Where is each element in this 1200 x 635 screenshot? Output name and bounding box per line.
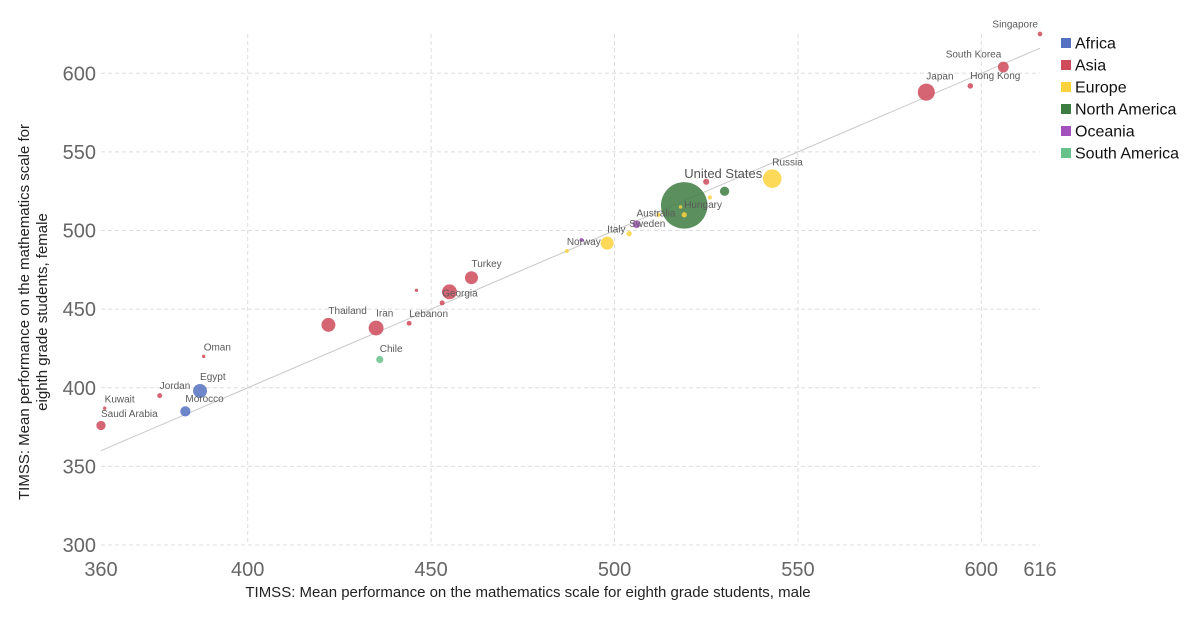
point-label: Lebanon [409, 309, 448, 320]
y-axis-label: TIMSS: Mean performance on the mathemati… [16, 124, 51, 500]
data-point[interactable] [414, 288, 419, 292]
y-tick-label: 400 [63, 378, 96, 400]
x-tick-label: 500 [598, 559, 631, 581]
y-tick-label: 450 [63, 299, 96, 321]
point-label: Kuwait [105, 395, 135, 406]
legend: Africa Asia Europe North America Oceania Sout… [1061, 36, 1179, 163]
point-label: Norway [567, 237, 601, 248]
legend-entry[interactable]: Africa [1075, 36, 1116, 53]
point-label: Thailand [328, 306, 366, 317]
data-point[interactable] [1037, 31, 1043, 37]
point-label: Jordan [160, 381, 191, 392]
point-label: Chile [380, 344, 403, 355]
x-axis-label: TIMSS: Mean performance on the mathemati… [245, 584, 810, 601]
point-label: Georgia [442, 288, 478, 299]
point-label: Saudi Arabia [101, 409, 158, 420]
point-label: Singapore [992, 20, 1038, 31]
data-point[interactable] [193, 383, 208, 398]
data-point[interactable] [321, 317, 336, 332]
data-point[interactable] [678, 205, 683, 209]
data-point[interactable] [180, 406, 191, 417]
data-point[interactable] [656, 212, 661, 217]
data-point[interactable] [681, 212, 687, 218]
point-label: Morocco [185, 394, 224, 405]
data-point[interactable] [660, 182, 708, 229]
point-label: Italy [607, 225, 625, 236]
x-tick-label: 600 [965, 559, 998, 581]
data-point[interactable] [917, 83, 935, 101]
x-tick-label: 360 [84, 559, 117, 581]
diagonal-line [100, 47, 1041, 452]
point-label: South Korea [946, 50, 1002, 61]
y-tick-label: 600 [63, 63, 96, 85]
data-point[interactable] [762, 169, 782, 188]
point-label: Egypt [200, 372, 226, 383]
grid [101, 34, 1040, 546]
data-point[interactable] [967, 83, 974, 89]
data-point[interactable] [439, 300, 445, 306]
legend-entry[interactable]: North America [1075, 102, 1176, 119]
y-tick-label: 300 [63, 535, 96, 557]
y-axis-label-line-2: eighth grade students, female [34, 213, 51, 411]
legend-entry[interactable]: Oceania [1075, 124, 1135, 141]
legend-swatch [1061, 38, 1071, 48]
legend-entry[interactable]: South America [1075, 146, 1179, 163]
point-label: Iran [376, 309, 393, 320]
legend-swatch [1061, 126, 1071, 136]
legend-entry[interactable]: Europe [1075, 80, 1127, 97]
data-point[interactable] [464, 271, 478, 285]
data-point[interactable] [632, 220, 641, 229]
point-label: Oman [204, 343, 231, 354]
legend-swatch [1061, 82, 1071, 92]
point-label: Turkey [471, 259, 501, 270]
data-point[interactable] [707, 195, 712, 200]
legend-swatch [1061, 148, 1071, 158]
point-label: Sweden [629, 219, 665, 230]
point-label: United States [684, 166, 763, 181]
x-tick-label: 450 [414, 559, 447, 581]
data-point[interactable] [368, 320, 384, 336]
y-tick-label: 500 [63, 221, 96, 243]
data-point[interactable] [719, 186, 730, 196]
legend-swatch [1061, 104, 1071, 114]
data-point[interactable] [579, 237, 584, 242]
data-point[interactable] [600, 236, 614, 250]
point-label: Australia [637, 208, 676, 219]
x-tick-label: 400 [231, 559, 264, 581]
data-point[interactable] [157, 393, 163, 399]
y-tick-label: 550 [63, 142, 96, 164]
reference-line [100, 47, 1041, 452]
data-point[interactable] [376, 355, 384, 364]
data-point[interactable] [102, 406, 107, 410]
point-label: Russia [772, 157, 803, 168]
data-point[interactable] [406, 320, 412, 326]
data-point[interactable] [997, 61, 1009, 73]
data-point[interactable] [442, 284, 457, 300]
legend-entry[interactable]: Asia [1075, 58, 1106, 75]
point-label: Hungary [684, 200, 722, 211]
x-tick-label: 550 [781, 559, 814, 581]
data-points [96, 31, 1043, 431]
data-point[interactable] [703, 178, 710, 185]
point-label: Japan [926, 72, 953, 83]
point-label: Hong Kong [970, 71, 1020, 82]
legend-swatch [1061, 60, 1071, 70]
point-labels: Singapore South Korea Hong Kong Japan Russia… [101, 20, 1038, 420]
y-axis-ticks: 300 350 400 450 500 550 600 [63, 63, 96, 557]
y-axis-label-line-1: TIMSS: Mean performance on the mathemati… [16, 124, 33, 500]
data-point[interactable] [564, 248, 569, 253]
y-tick-label: 350 [63, 456, 96, 478]
data-point[interactable] [201, 354, 206, 359]
data-point[interactable] [626, 231, 632, 237]
data-point[interactable] [96, 420, 106, 431]
x-tick-label: 616 [1023, 559, 1056, 581]
x-axis-ticks: 360 400 450 500 550 600 616 [84, 559, 1056, 581]
